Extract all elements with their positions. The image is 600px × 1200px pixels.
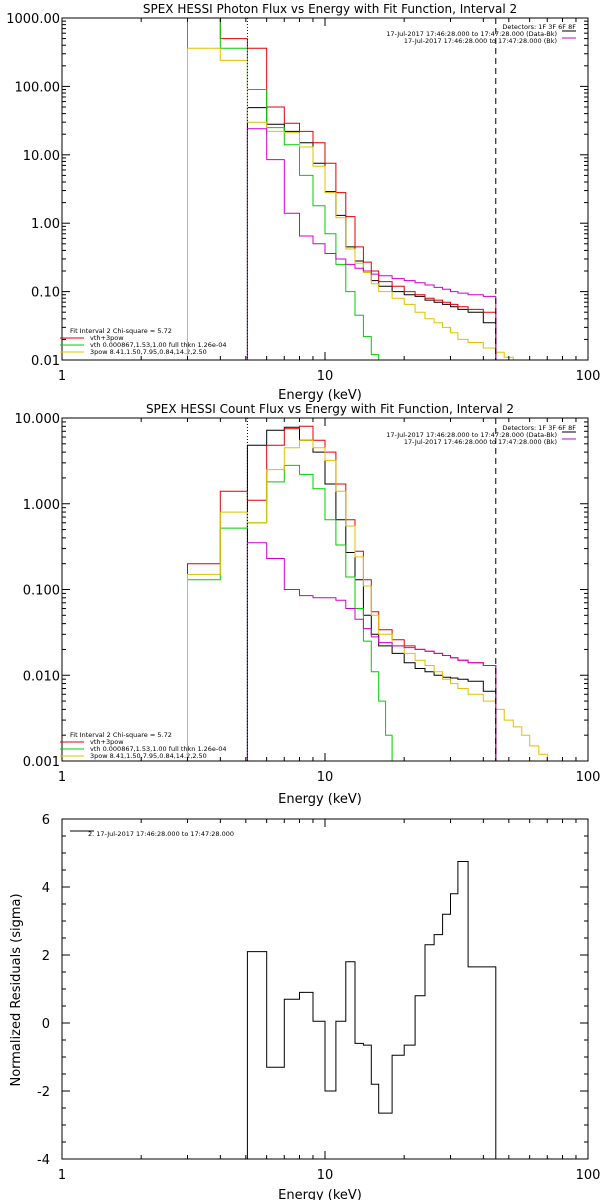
photon-flux-legend-vth: vth 0.000867,1.53,1.00 full thkn 1.26e-0… xyxy=(90,341,227,349)
count-flux-detectors-text: Detectors: 1F 3F 6F 8F xyxy=(502,424,576,432)
count-flux-y-tick-label: 0.001 xyxy=(23,755,60,770)
residuals-plot-marks: 1 10 100 -4 -2 0 2 4 6 xyxy=(37,813,600,1183)
photon-flux-y-tick-label: 1.00 xyxy=(31,217,60,232)
photon-flux-series-group xyxy=(187,18,531,360)
residuals-x-tick-label: 100 xyxy=(576,1168,600,1183)
photon-flux-fit-text: Fit Interval 2 Chi-square = 5.72 xyxy=(70,327,172,335)
photon-flux-detectors-text: Detectors: 1F 3F 6F 8F xyxy=(502,23,576,31)
count-flux-fit-text: Fit Interval 2 Chi-square = 5.72 xyxy=(70,731,172,739)
photon-flux-bk-interval-text: 17-Jul-2017 17:46:28.000 to 17:47:28.000… xyxy=(404,37,557,45)
count-flux-series-3-line xyxy=(187,439,556,761)
photon-flux-series-1-line xyxy=(187,18,497,360)
count-flux-series-1-line xyxy=(187,425,497,761)
photon-flux-y-ticks: 0.01 0.10 1.00 10.00 100.00 1000.00 xyxy=(6,12,588,369)
count-flux-plot-marks: 1 10 100 0.001 0.010 0.100 1.000 10.000 xyxy=(15,412,600,785)
count-flux-x-axis-label: Energy (keV) xyxy=(278,792,362,807)
photon-flux-x-tick-label: 10 xyxy=(317,369,334,384)
count-flux-title: SPEX HESSI Count Flux vs Energy with Fit… xyxy=(146,402,514,416)
residuals-x-tick-label: 1 xyxy=(58,1168,66,1183)
count-flux-series-group xyxy=(187,425,556,761)
count-flux-y-ticks: 0.001 0.010 0.100 1.000 10.000 xyxy=(15,412,588,770)
count-flux-series-4-line xyxy=(246,542,497,761)
residuals-series-0-line xyxy=(246,861,497,1159)
residuals-y-tick-label: -4 xyxy=(37,1153,50,1168)
photon-flux-x-axis-label: Energy (keV) xyxy=(278,388,362,403)
photon-flux-plot-marks: 1 10 100 0.01 0.10 1.00 10.00 100.00 1000.00 xyxy=(6,12,600,384)
count-flux-y-tick-label: 10.000 xyxy=(15,412,61,427)
residuals-panel: Energy (keV) Normalized Residuals (sigma… xyxy=(9,830,362,1200)
residuals-frame xyxy=(61,818,589,1160)
residuals-legend-text: 2. 17-Jul-2017 17:46:28.000 to 17:47:28.… xyxy=(88,830,234,838)
residuals-series-group xyxy=(246,861,497,1159)
photon-flux-title: SPEX HESSI Photon Flux vs Energy with Fi… xyxy=(143,2,517,16)
residuals-y-tick-label: 0 xyxy=(42,1017,50,1032)
photon-flux-panel: SPEX HESSI Photon Flux vs Energy with Fi… xyxy=(70,2,576,403)
count-flux-y-tick-label: 0.010 xyxy=(23,669,60,684)
photon-flux-x-tick-label: 100 xyxy=(576,369,600,384)
residuals-y-axis-label: Normalized Residuals (sigma) xyxy=(9,893,24,1086)
photon-flux-legend-model: vth+3pow xyxy=(90,334,124,342)
count-flux-y-tick-label: 1.000 xyxy=(23,498,60,513)
count-flux-y-tick-label: 0.100 xyxy=(23,584,60,599)
photon-flux-y-tick-label: 0.10 xyxy=(31,286,60,301)
photon-flux-series-3-line xyxy=(187,47,531,360)
photon-flux-y-tick-label: 1000.00 xyxy=(6,12,60,27)
photon-flux-y-tick-label: 100.00 xyxy=(15,80,61,95)
photon-flux-series-2-line xyxy=(187,18,387,360)
residuals-y-tick-label: -2 xyxy=(37,1085,50,1100)
photon-flux-y-tick-label: 10.00 xyxy=(23,149,60,164)
count-flux-legend-3pow: 3pow 8.41,1.50,7.95,0.84,14.2,2.50 xyxy=(90,752,207,760)
residuals-x-tick-label: 10 xyxy=(317,1168,334,1183)
count-flux-legend-vth: vth 0.000867,1.53,1.00 full thkn 1.26e-0… xyxy=(90,745,227,753)
residuals-y-tick-label: 2 xyxy=(42,949,50,964)
count-flux-x-tick-label: 100 xyxy=(576,770,600,785)
photon-flux-series-0-line xyxy=(246,107,497,360)
count-flux-panel: SPEX HESSI Count Flux vs Energy with Fit… xyxy=(70,402,576,807)
photon-flux-x-tick-label: 1 xyxy=(58,369,66,384)
count-flux-bk-interval-text: 17-Jul-2017 17:46:28.000 to 17:47:28.000… xyxy=(404,438,557,446)
residuals-x-axis-label: Energy (keV) xyxy=(278,1188,362,1200)
count-flux-x-tick-label: 10 xyxy=(317,770,334,785)
photon-flux-series-4-line xyxy=(246,128,497,360)
residuals-y-ticks: -4 -2 0 2 4 6 xyxy=(37,813,588,1168)
photon-flux-y-tick-label: 0.01 xyxy=(31,354,60,369)
residuals-x-ticks: 1 10 100 xyxy=(58,819,600,1183)
residuals-y-tick-label: 4 xyxy=(42,881,50,896)
count-flux-data-interval-text: 17-Jul-2017 17:46:28.000 to 17:47:28.000… xyxy=(386,431,557,439)
photon-flux-x-ticks: 1 10 100 xyxy=(58,18,600,384)
photon-flux-data-interval-text: 17-Jul-2017 17:46:28.000 to 17:47:28.000… xyxy=(386,30,557,38)
count-flux-legend-model: vth+3pow xyxy=(90,738,124,746)
photon-flux-legend-3pow: 3pow 8.41,1.50,7.95,0.84,14.2,2.50 xyxy=(90,348,207,356)
count-flux-x-tick-label: 1 xyxy=(58,770,66,785)
residuals-y-tick-label: 6 xyxy=(42,813,50,828)
count-flux-x-ticks: 1 10 100 xyxy=(58,418,600,785)
